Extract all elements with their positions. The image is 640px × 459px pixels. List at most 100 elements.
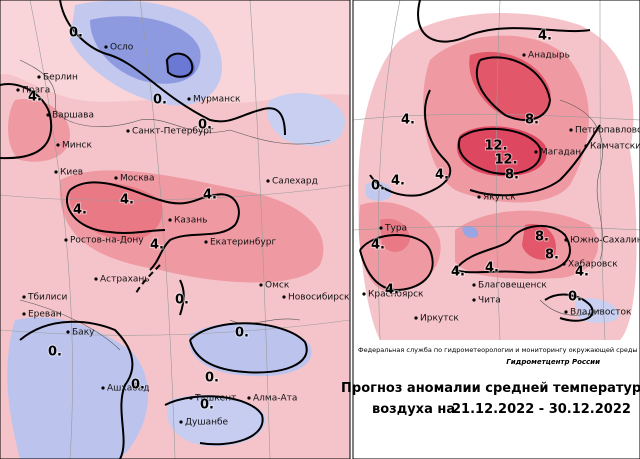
city-label: Чита xyxy=(478,296,501,306)
contour-label: 4. xyxy=(485,261,499,276)
forecast-title: Прогноз аномалии средней температуры xyxy=(341,381,640,396)
city-label: Прага xyxy=(22,86,50,96)
contour-label: 4. xyxy=(435,168,449,183)
city-dot xyxy=(22,312,26,316)
contour-label: 8. xyxy=(545,248,559,263)
contour-label: 4. xyxy=(385,283,399,298)
city-label: Ашхабад xyxy=(107,384,150,394)
city-dot xyxy=(282,295,286,299)
city-label: Осло xyxy=(110,43,134,53)
center: Гидрометцентр России xyxy=(506,358,600,366)
city-dot xyxy=(126,129,130,133)
city-label: Астрахань xyxy=(100,275,150,285)
contour-label: 4. xyxy=(538,29,552,44)
city-dot xyxy=(54,170,58,174)
city-label: Хабаровск xyxy=(568,260,618,270)
city-dot xyxy=(477,195,481,199)
city-label: Ташкент xyxy=(194,394,236,404)
city-dot xyxy=(564,310,568,314)
contour-label: 4. xyxy=(391,174,405,189)
contour-label: 0. xyxy=(205,371,219,386)
city-label: Душанбе xyxy=(185,418,229,428)
city-dot xyxy=(101,386,105,390)
left-map xyxy=(0,0,350,459)
city-label: Красноярск xyxy=(368,290,424,300)
contour-label: 4. xyxy=(575,265,589,280)
city-label: Южно-Сахалинск xyxy=(570,236,640,246)
city-label: Баку xyxy=(72,328,95,338)
contour-label: 4. xyxy=(401,113,415,128)
city-label: Владивосток xyxy=(570,308,632,318)
city-label: Иркутск xyxy=(420,314,459,324)
left-frame xyxy=(0,0,351,459)
contour-label: 0. xyxy=(175,293,189,308)
city-label: Омск xyxy=(265,281,290,291)
contour-label: 12. xyxy=(484,139,507,154)
contour-label: 4. xyxy=(150,238,164,253)
city-label: Салехард xyxy=(272,177,318,187)
city-dot xyxy=(16,88,20,92)
contour-label: 8. xyxy=(525,113,539,128)
period-prefix: воздуха на xyxy=(372,402,455,417)
city-dot xyxy=(362,292,366,296)
contour-label: 12. xyxy=(494,153,517,168)
contour-label: 0. xyxy=(200,398,214,413)
contour-label: 4. xyxy=(28,90,42,105)
city-dot xyxy=(259,283,263,287)
city-label: Санкт-Петербург xyxy=(132,127,214,137)
city-dot xyxy=(472,298,476,302)
right-map xyxy=(353,0,640,340)
city-label: Ереван xyxy=(28,310,62,320)
city-label: Киев xyxy=(60,168,83,178)
city-label: Камчатский xyxy=(590,142,640,152)
contour-label: 0. xyxy=(48,345,62,360)
right-frame xyxy=(352,0,640,459)
city-label: Якутск xyxy=(483,193,516,203)
city-label: Петропавловск xyxy=(575,126,640,136)
city-label: Ростов-на-Дону xyxy=(70,236,144,246)
city-dot xyxy=(414,316,418,320)
contour-label: 4. xyxy=(73,203,87,218)
city-label: Новосибирск xyxy=(288,293,350,303)
city-dot xyxy=(64,238,68,242)
period: 21.12.2022 - 30.12.2022 xyxy=(452,402,631,417)
city-label: Тбилиси xyxy=(27,293,67,303)
contour-label: 8. xyxy=(535,230,549,245)
city-label: Берлин xyxy=(43,73,78,83)
city-label: Алма-Ата xyxy=(253,394,297,404)
city-dot xyxy=(472,283,476,287)
contour-label: 8. xyxy=(505,168,519,183)
contour-label: 0. xyxy=(568,290,582,305)
contour-label: 4. xyxy=(371,238,385,253)
city-label: Магадан xyxy=(540,148,581,158)
city-dot xyxy=(584,144,588,148)
city-label: Анадырь xyxy=(528,51,570,61)
contour-label: 0. xyxy=(131,378,145,393)
city-dot xyxy=(534,150,538,154)
city-dot xyxy=(562,262,566,266)
city-label: Благовещенск xyxy=(478,281,547,291)
contour-label: 0. xyxy=(153,93,167,108)
city-label: Мурманск xyxy=(193,95,241,105)
city-label: Варшава xyxy=(52,111,94,121)
contour-label: 4. xyxy=(203,188,217,203)
contour-label: 0. xyxy=(235,326,249,341)
contour-label: 4. xyxy=(451,265,465,280)
city-dot xyxy=(22,295,26,299)
city-dot xyxy=(179,420,183,424)
city-dot xyxy=(189,396,193,400)
city-dot xyxy=(168,218,172,222)
city-dot xyxy=(114,176,118,180)
city-dot xyxy=(247,396,251,400)
city-label: Казань xyxy=(174,216,207,226)
city-dot xyxy=(204,240,208,244)
city-label: Минск xyxy=(62,141,92,151)
contour-label: 0. xyxy=(371,179,385,194)
city-label: Москва xyxy=(120,174,154,184)
city-dot xyxy=(187,97,191,101)
city-dot xyxy=(104,45,108,49)
city-label: Тура xyxy=(384,224,407,234)
city-dot xyxy=(564,238,568,242)
